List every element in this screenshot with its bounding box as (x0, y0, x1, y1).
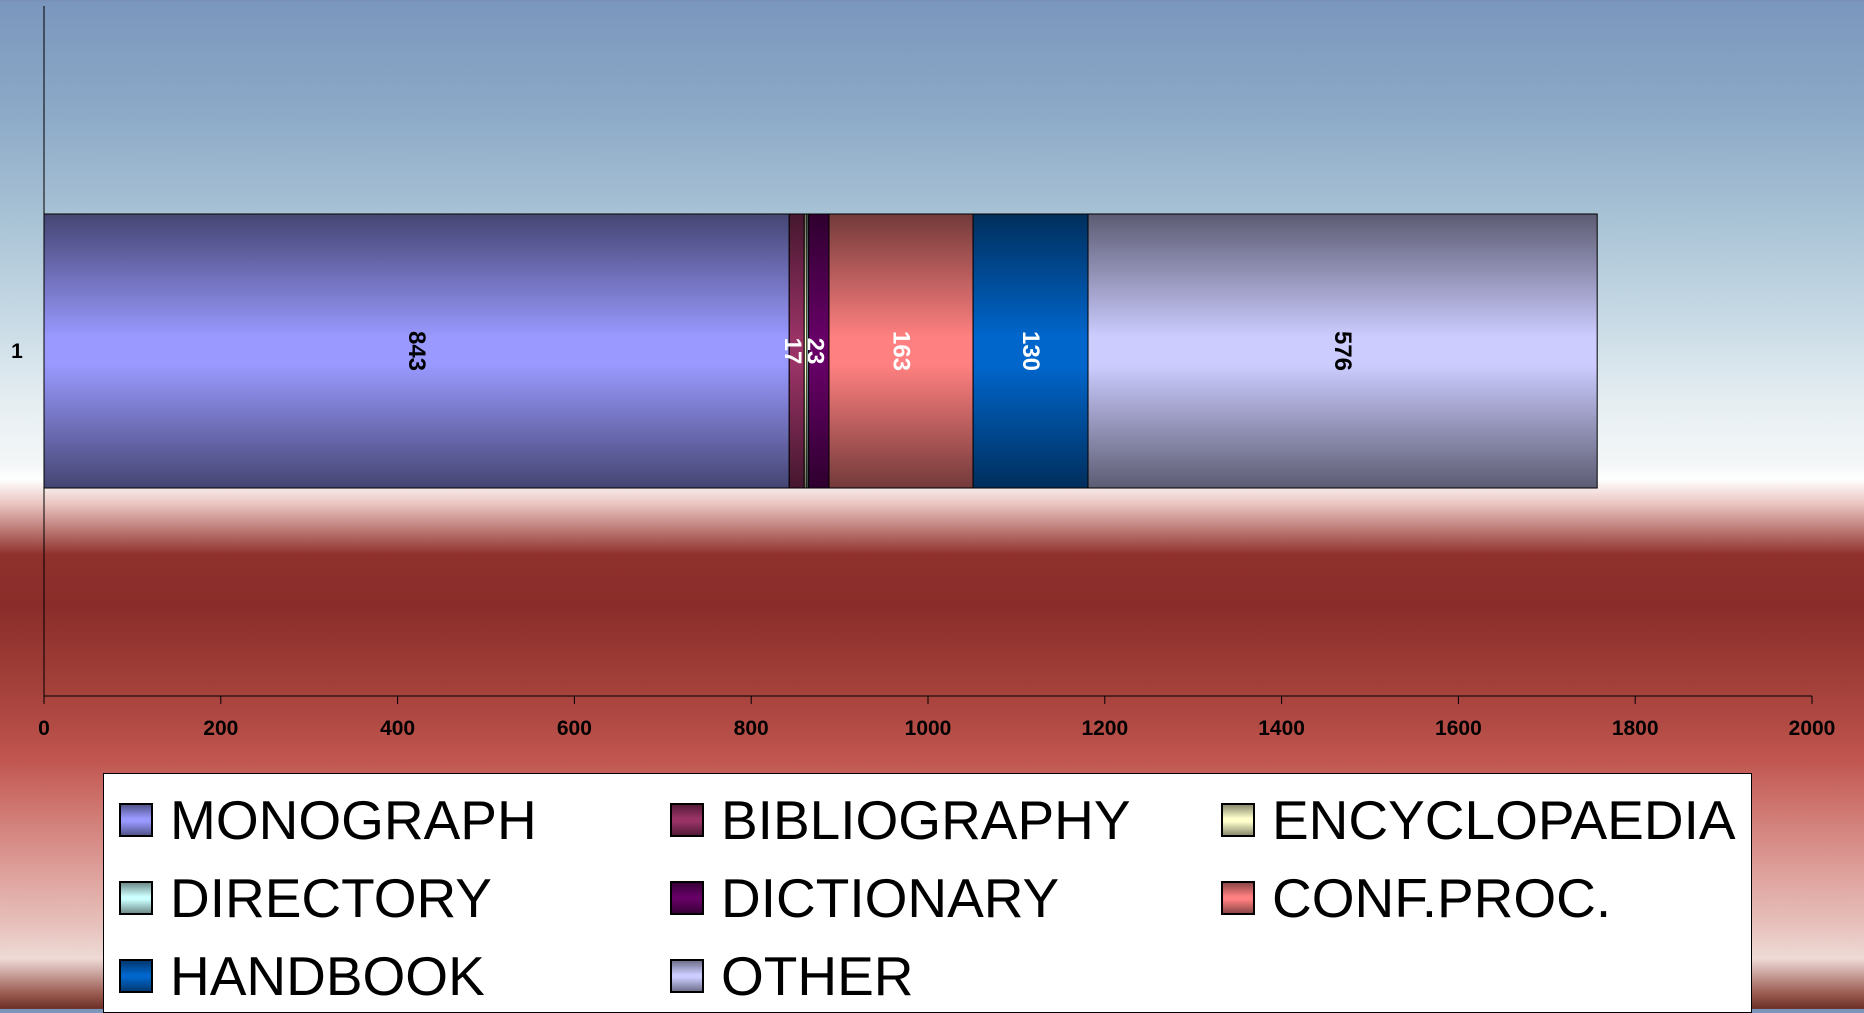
x-tick-label: 1800 (1612, 717, 1659, 740)
legend: MONOGRAPH BIBLIOGRAPHY ENCYCLOPAEDIA DIRECT… (103, 773, 1752, 1013)
legend-swatch (119, 803, 153, 837)
x-tick-label: 0 (38, 717, 50, 740)
legend-label: MONOGRAPH (170, 788, 537, 851)
x-tick-label: 1400 (1258, 717, 1305, 740)
legend-item-handbook: HANDBOOK (119, 941, 485, 1011)
bar-segment-shading (973, 214, 1089, 488)
data-label: 23 (801, 338, 828, 365)
legend-swatch (670, 881, 704, 915)
x-tick-label: 200 (203, 717, 238, 740)
bar-segment-shading (806, 214, 809, 488)
data-label: 130 (1017, 331, 1044, 371)
x-tick-label: 2000 (1789, 717, 1836, 740)
bar-segments (43, 213, 1598, 489)
x-tick-label: 600 (557, 717, 592, 740)
legend-swatch (670, 803, 704, 837)
bar-segment-shading (789, 214, 805, 488)
legend-item-monograph: MONOGRAPH (119, 785, 537, 855)
legend-label: HANDBOOK (170, 944, 485, 1007)
x-tick-label: 1200 (1081, 717, 1128, 740)
legend-swatch (670, 959, 704, 993)
legend-item-dictionary: DICTIONARY (670, 863, 1059, 933)
data-label: 576 (1329, 331, 1356, 371)
legend-label: CONF.PROC. (1272, 866, 1612, 929)
bar-segment-shading (804, 214, 807, 488)
legend-swatch (1221, 803, 1255, 837)
legend-label: BIBLIOGRAPHY (721, 788, 1131, 851)
legend-label: DIRECTORY (170, 866, 492, 929)
bar-segment-shading (44, 214, 790, 488)
x-tick-label: 1000 (905, 717, 952, 740)
data-label: 17 (779, 338, 806, 365)
legend-swatch (119, 959, 153, 993)
legend-item-conf-proc: CONF.PROC. (1221, 863, 1611, 933)
bar-segment-shading (808, 214, 829, 488)
legend-label: ENCYCLOPAEDIA (1272, 788, 1736, 851)
bar-segment-shading (1088, 214, 1598, 488)
axes: 0 200 400 600 800 1000 1200 1400 1600 1800 2000 1 (11, 6, 1835, 740)
legend-label: OTHER (721, 944, 914, 1007)
legend-swatch (119, 881, 153, 915)
y-category-label: 1 (11, 340, 23, 363)
x-tick-label: 800 (734, 717, 769, 740)
legend-item-bibliography: BIBLIOGRAPHY (670, 785, 1131, 855)
legend-item-encyclopaedia: ENCYCLOPAEDIA (1221, 785, 1736, 855)
data-label: 843 (403, 331, 430, 371)
legend-item-directory: DIRECTORY (119, 863, 492, 933)
bar-segment-shading (828, 214, 974, 488)
x-tick-label: 400 (380, 717, 415, 740)
data-label: 163 (888, 331, 915, 371)
legend-swatch (1221, 881, 1255, 915)
legend-label: DICTIONARY (721, 866, 1060, 929)
x-tick-label: 1600 (1435, 717, 1482, 740)
legend-item-other: OTHER (670, 941, 914, 1011)
